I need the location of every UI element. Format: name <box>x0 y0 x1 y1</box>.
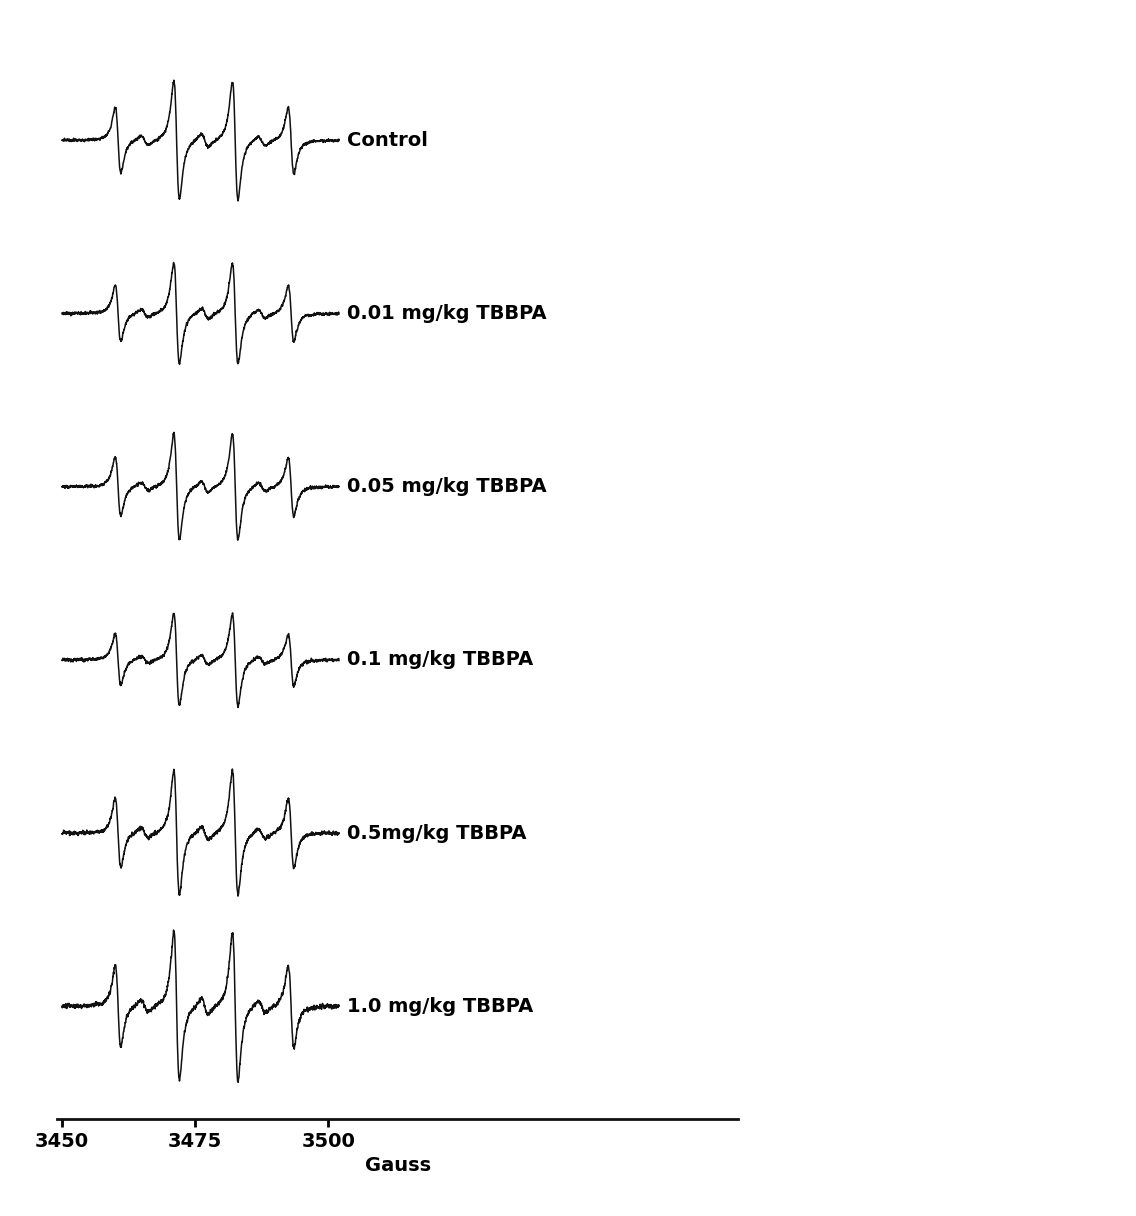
Text: 0.1 mg/kg TBBPA: 0.1 mg/kg TBBPA <box>346 651 533 669</box>
Text: Control: Control <box>346 131 428 150</box>
Text: 0.5mg/kg TBBPA: 0.5mg/kg TBBPA <box>346 823 526 843</box>
X-axis label: Gauss: Gauss <box>365 1156 431 1176</box>
Text: 0.01 mg/kg TBBPA: 0.01 mg/kg TBBPA <box>346 304 546 323</box>
Text: 1.0 mg/kg TBBPA: 1.0 mg/kg TBBPA <box>346 997 533 1015</box>
Text: 0.05 mg/kg TBBPA: 0.05 mg/kg TBBPA <box>346 477 546 496</box>
